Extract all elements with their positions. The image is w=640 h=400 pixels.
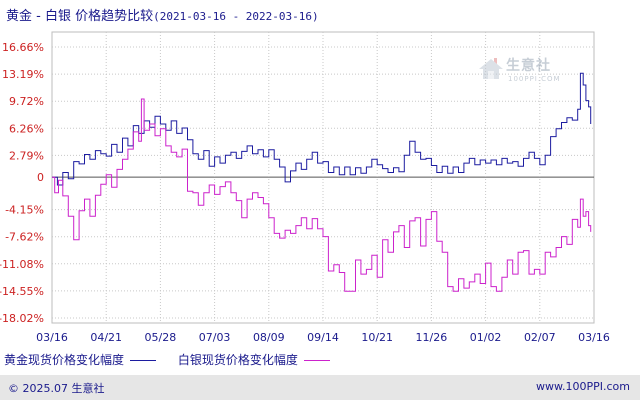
chart-title: 黄金 - 白银 价格趋势比较(2021-03-16 - 2022-03-16) <box>6 5 319 24</box>
y-tick-label: 6.26% <box>9 122 44 135</box>
series-layer <box>52 72 592 292</box>
legend-gold-swatch <box>130 360 157 361</box>
y-tick-label: 2.79% <box>9 149 44 162</box>
x-tick-label: 09/14 <box>307 331 339 344</box>
y-tick-label: 0 <box>37 171 44 184</box>
grid-layer <box>52 32 594 323</box>
footer-site-link[interactable]: www.100PPI.com <box>536 380 630 393</box>
house-icon <box>479 58 503 79</box>
x-tick-label: 04/21 <box>90 331 122 344</box>
x-tick-label: 10/21 <box>361 331 393 344</box>
footer-bar <box>0 375 640 400</box>
chart-legend: 黄金现货价格变化幅度 白银现货价格变化幅度 <box>4 351 336 368</box>
x-tick-label: 03/16 <box>578 331 610 344</box>
footer-copyright: © 2025.07 生意社 <box>8 382 105 395</box>
y-tick-label: -11.08% <box>0 258 44 271</box>
x-tick-label: 08/09 <box>253 331 285 344</box>
chart-title-range: (2021-03-16 - 2022-03-16) <box>153 10 319 23</box>
y-tick-label: 9.72% <box>9 95 44 108</box>
legend-gold-label: 黄金现货价格变化幅度 <box>4 353 125 367</box>
x-tick-label: 01/02 <box>470 331 502 344</box>
legend-silver-label: 白银现货价格变化幅度 <box>177 353 298 367</box>
watermark-logo: 生意社 100PPI.COM <box>478 55 568 95</box>
x-tick-label: 03/16 <box>36 331 68 344</box>
watermark-site: 100PPI.COM <box>508 75 561 83</box>
y-tick-labels: 16.66% 13.19% 9.72% 6.26% 2.79% 0 -4.15% -7.62%… <box>0 41 44 325</box>
silver-series-line <box>52 98 592 292</box>
y-tick-label: -7.62% <box>5 231 44 244</box>
legend-silver-swatch <box>303 360 330 361</box>
x-tick-label: 02/07 <box>524 331 556 344</box>
x-tick-label: 11/26 <box>416 331 448 344</box>
x-tick-labels: 03/16 04/21 05/28 07/03 08/09 09/14 10/21 11/26… <box>36 331 610 344</box>
y-tick-label: -14.55% <box>0 285 44 298</box>
x-tick-label: 07/03 <box>199 331 231 344</box>
chart-title-main: 黄金 - 白银 价格趋势比较 <box>6 9 154 24</box>
y-tick-label: 13.19% <box>2 68 44 81</box>
y-tick-label: -18.02% <box>0 312 44 325</box>
y-tick-label: -4.15% <box>5 204 44 217</box>
x-tick-label: 05/28 <box>145 331 177 344</box>
y-tick-label: 16.66% <box>2 41 44 54</box>
watermark-name: 生意社 <box>506 58 551 74</box>
